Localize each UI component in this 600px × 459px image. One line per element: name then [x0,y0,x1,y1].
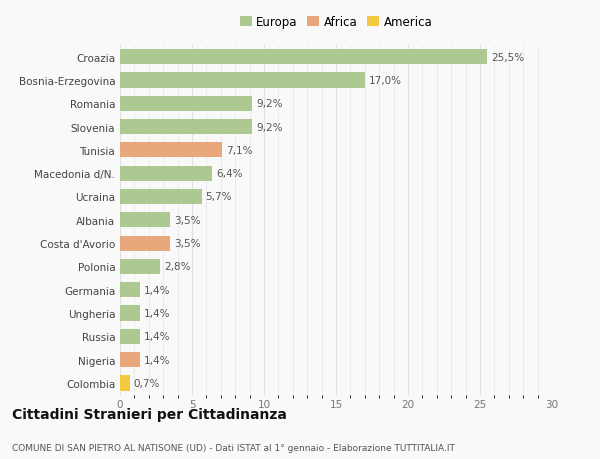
Text: 1,4%: 1,4% [144,285,170,295]
Text: 0,7%: 0,7% [134,378,160,388]
Bar [120,73,365,88]
Bar [120,375,130,391]
Text: 1,4%: 1,4% [144,308,170,319]
Text: 3,5%: 3,5% [174,239,200,249]
Text: 5,7%: 5,7% [206,192,232,202]
Bar [120,50,487,65]
Text: 3,5%: 3,5% [174,215,200,225]
Bar [120,213,170,228]
Bar [120,236,170,251]
Bar [120,283,140,297]
Text: 25,5%: 25,5% [491,52,524,62]
Text: 17,0%: 17,0% [368,76,401,86]
Bar [120,190,202,205]
Text: 7,1%: 7,1% [226,146,253,156]
Bar [120,120,253,135]
Text: COMUNE DI SAN PIETRO AL NATISONE (UD) - Dati ISTAT al 1° gennaio - Elaborazione : COMUNE DI SAN PIETRO AL NATISONE (UD) - … [12,443,455,452]
Bar [120,96,253,112]
Text: 1,4%: 1,4% [144,331,170,341]
Bar [120,143,222,158]
Text: 9,2%: 9,2% [256,99,283,109]
Bar [120,306,140,321]
Bar [120,166,212,181]
Text: 1,4%: 1,4% [144,355,170,365]
Text: 2,8%: 2,8% [164,262,190,272]
Text: 6,4%: 6,4% [216,169,242,179]
Legend: Europa, Africa, America: Europa, Africa, America [235,11,437,34]
Text: 9,2%: 9,2% [256,122,283,132]
Bar [120,353,140,367]
Bar [120,259,160,274]
Text: Cittadini Stranieri per Cittadinanza: Cittadini Stranieri per Cittadinanza [12,407,287,421]
Bar [120,329,140,344]
